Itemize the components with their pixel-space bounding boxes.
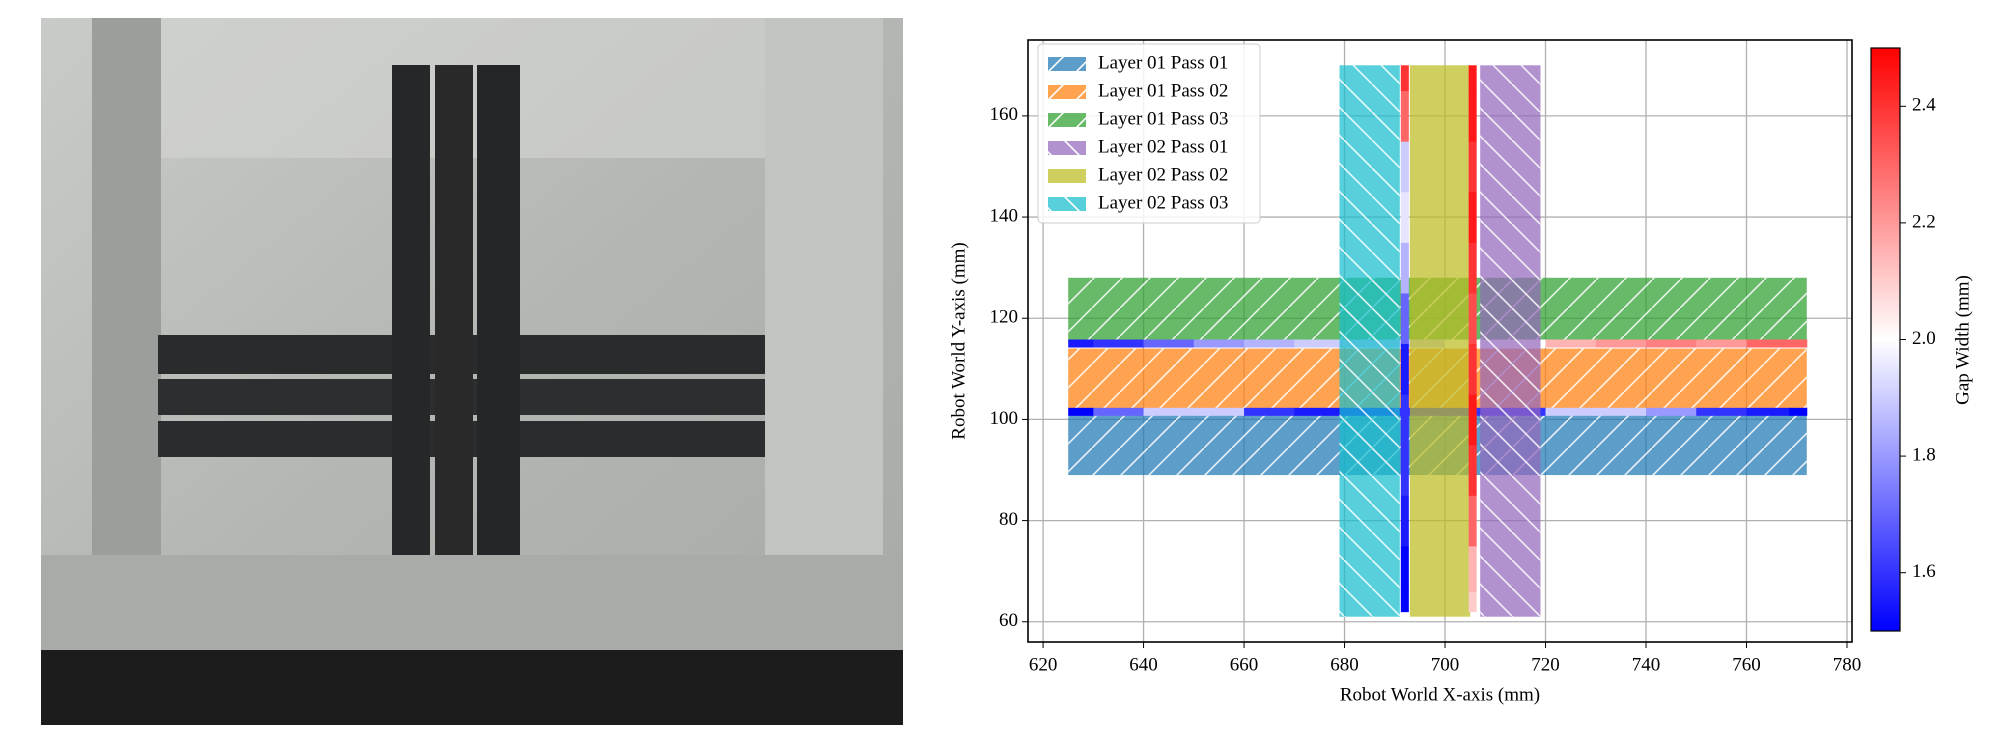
- colorbar-tick-label: 1.6: [1912, 561, 1936, 582]
- gap-segment: [1646, 339, 1697, 348]
- gap-segment: [1400, 495, 1409, 547]
- legend-hatch: [1048, 85, 1086, 99]
- gap-segment: [1468, 444, 1477, 496]
- gap-segment: [1595, 407, 1647, 416]
- gap-segment: [1789, 407, 1808, 416]
- gap-segment: [1696, 339, 1747, 348]
- gap-segment: [1244, 339, 1295, 348]
- gap-segment: [1468, 65, 1477, 92]
- colorbar-label: Gap Width (mm): [1952, 275, 1973, 405]
- gap-segment: [1468, 495, 1477, 547]
- gap-segment: [1696, 407, 1747, 416]
- legend-box: [1037, 43, 1261, 224]
- gap-segment: [1068, 407, 1094, 416]
- gap-segment: [1595, 339, 1647, 348]
- gap-segment: [1746, 407, 1790, 416]
- gap-segment: [1468, 191, 1477, 243]
- x-axis-label: Robot World X-axis (mm): [1340, 684, 1540, 705]
- gap-segment: [1400, 292, 1409, 345]
- gap-segment: [1468, 141, 1477, 193]
- gap-segment: [1294, 339, 1346, 348]
- legend-hatch: [1048, 57, 1086, 71]
- colorbar-tick-label: 2.2: [1912, 211, 1936, 232]
- gap-segment: [1468, 545, 1477, 592]
- x-tick-label: 640: [1129, 654, 1158, 675]
- colorbar: [1870, 47, 1901, 632]
- strip-hatch: [1339, 65, 1400, 617]
- gap-segment: [1545, 339, 1597, 348]
- colorbar-tick-label: 2.4: [1912, 95, 1936, 116]
- legend-swatch: [1048, 169, 1086, 183]
- gap-segment: [1193, 339, 1245, 348]
- legend-label: Layer 01 Pass 02: [1098, 80, 1228, 101]
- gap-segment: [1468, 394, 1477, 446]
- gap-segment: [1143, 407, 1195, 416]
- gap-segment: [1468, 90, 1477, 142]
- gap-segment: [1400, 141, 1409, 193]
- legend-label: Layer 02 Pass 03: [1098, 192, 1228, 213]
- y-axis-label: Robot World Y-axis (mm): [948, 242, 969, 439]
- strip-hatch: [1480, 65, 1541, 617]
- gap-segment: [1746, 339, 1790, 348]
- gap-segment: [1294, 407, 1346, 416]
- gap-segment: [1244, 407, 1295, 416]
- legend-hatch: [1048, 113, 1086, 127]
- y-tick-label: 60: [999, 610, 1018, 631]
- plot-frame: [1027, 39, 1853, 643]
- legend-label: Layer 01 Pass 03: [1098, 108, 1228, 129]
- y-tick-label: 120: [990, 307, 1019, 328]
- x-tick-label: 720: [1531, 654, 1560, 675]
- gap-segment: [1468, 591, 1477, 613]
- gap-segment: [1646, 407, 1697, 416]
- gap-segment: [1193, 407, 1245, 416]
- gap-segment: [1068, 339, 1094, 348]
- x-tick-label: 620: [1029, 654, 1058, 675]
- gap-segment: [1400, 545, 1409, 592]
- x-tick-label: 680: [1330, 654, 1359, 675]
- colorbar-tick-label: 1.8: [1912, 444, 1936, 465]
- x-tick-label: 700: [1431, 654, 1460, 675]
- gap-segment: [1400, 191, 1409, 243]
- gap-segment: [1400, 343, 1409, 395]
- x-tick-label: 740: [1632, 654, 1661, 675]
- gap-segment: [1545, 407, 1597, 416]
- x-tick-label: 760: [1732, 654, 1761, 675]
- gap-segment: [1093, 339, 1145, 348]
- x-tick-label: 780: [1833, 654, 1862, 675]
- gap-segment: [1400, 90, 1409, 142]
- gap-segment: [1400, 394, 1409, 446]
- legend-hatch: [1048, 141, 1086, 155]
- y-tick-label: 80: [999, 509, 1018, 530]
- gap-segment: [1093, 407, 1145, 416]
- gap-segment: [1400, 444, 1409, 496]
- y-tick-label: 100: [990, 408, 1019, 429]
- colorbar-tick-label: 2.0: [1912, 328, 1936, 349]
- x-tick-label: 660: [1230, 654, 1259, 675]
- photo: [41, 18, 903, 725]
- legend-label: Layer 02 Pass 01: [1098, 136, 1228, 157]
- gap-segment: [1143, 339, 1195, 348]
- gap-segment: [1468, 292, 1477, 345]
- y-tick-label: 140: [990, 205, 1019, 226]
- legend-label: Layer 01 Pass 01: [1098, 52, 1228, 73]
- legend-hatch: [1048, 197, 1086, 211]
- gap-segment: [1789, 339, 1808, 348]
- legend-label: Layer 02 Pass 02: [1098, 164, 1228, 185]
- gap-segment: [1400, 242, 1409, 294]
- gap-segment: [1400, 65, 1409, 92]
- strip: [1409, 65, 1471, 617]
- y-tick-label: 160: [990, 104, 1019, 125]
- gap-segment: [1468, 343, 1477, 395]
- gap-segment: [1400, 591, 1409, 613]
- gap-segment: [1468, 242, 1477, 294]
